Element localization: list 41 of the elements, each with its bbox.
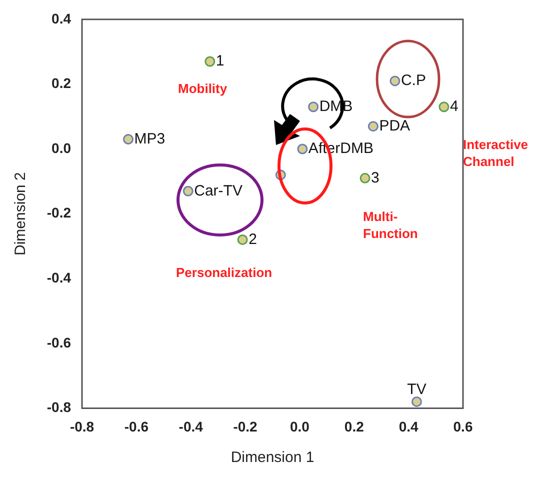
point [360, 172, 370, 184]
point [204, 56, 216, 67]
point [438, 102, 450, 112]
y-tick-label: -0.4 [46, 269, 72, 286]
x-tick-label: -0.2 [233, 418, 258, 434]
annotation: 2 [248, 230, 257, 248]
y-tick-label: -0.2 [46, 204, 72, 221]
annotation: Personalization [176, 264, 274, 281]
y-tick-label: 0.0 [52, 140, 72, 156]
annotation: MP3 [134, 130, 166, 148]
point [297, 144, 308, 154]
annotation: C.P [400, 72, 426, 90]
x-tick-label: -0.4 [178, 418, 204, 434]
point [390, 76, 400, 86]
annotation: Mobility [178, 80, 228, 97]
annotation: 3 [371, 169, 380, 186]
point [308, 102, 319, 112]
point [123, 134, 134, 145]
y-tick-label: -0.6 [46, 334, 72, 350]
y-tick-label: 0.2 [52, 75, 72, 92]
annotation: Interactive Channel [463, 136, 528, 170]
point [368, 121, 378, 132]
y-tick-label: -0.8 [46, 399, 72, 416]
y-tick-label: 0.4 [52, 10, 72, 26]
annotation: TV [407, 380, 426, 398]
annotation: Car-TV [194, 182, 242, 200]
annotation: 1 [216, 52, 224, 70]
x-tick-label: -0.6 [124, 418, 149, 434]
annotation: Multi-Function [363, 208, 419, 242]
x-axis-title: Dimension 1 [230, 449, 314, 466]
annotation: 4 [450, 98, 458, 116]
x-tick-label: -0.8 [70, 418, 94, 434]
x-tick-label: 0.4 [398, 418, 419, 434]
point [411, 396, 422, 407]
y-axis-title: Dimension 2 [12, 172, 30, 256]
x-tick-label: 0.2 [344, 418, 364, 434]
x-tick-label: 0.6 [453, 418, 473, 434]
point [182, 186, 194, 196]
annotation: PDA [379, 117, 410, 134]
x-tick-label: 0.0 [290, 418, 310, 434]
point [237, 234, 248, 245]
